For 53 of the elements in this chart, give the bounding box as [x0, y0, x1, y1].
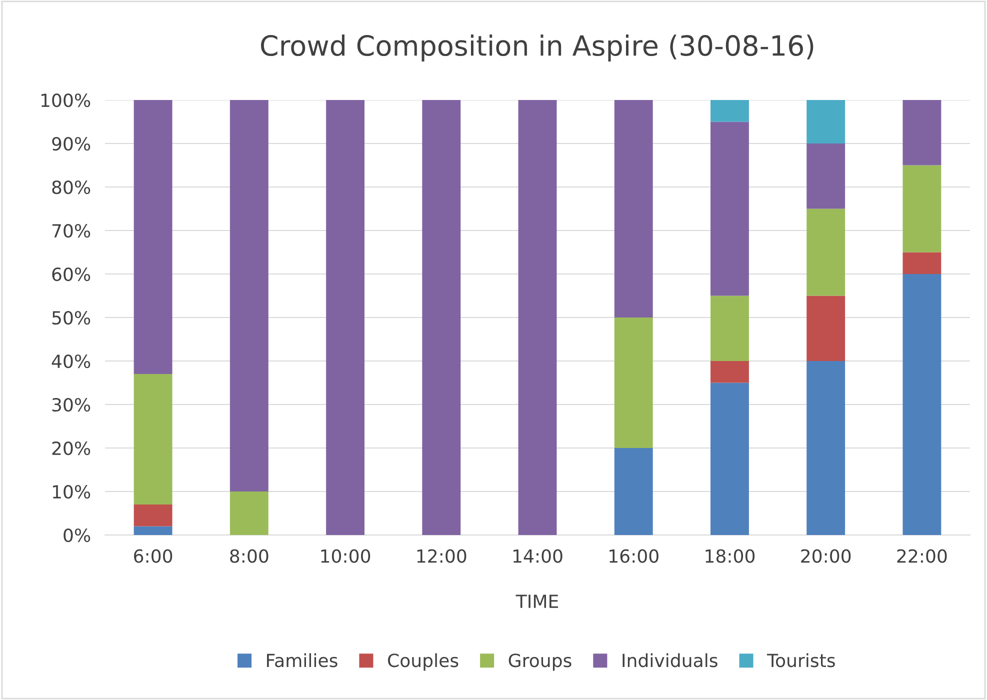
bar	[710, 361, 749, 383]
x-tick-label: 16:00	[610, 549, 658, 563]
bar	[614, 448, 653, 535]
bar	[806, 296, 846, 361]
bar	[902, 100, 942, 166]
bar	[902, 165, 942, 252]
x-axis-title: TIME	[516, 594, 558, 608]
x-tick-label: 10:00	[321, 549, 370, 563]
y-tick-label: 60%	[52, 267, 90, 282]
x-tick-label: 8:00	[230, 549, 268, 563]
bar	[806, 144, 846, 209]
x-tick-label: 22:00	[897, 549, 947, 563]
bar	[806, 100, 846, 144]
bar	[134, 526, 172, 535]
bar	[230, 100, 268, 492]
bar	[710, 382, 749, 535]
y-tick-label: 80%	[52, 180, 90, 194]
bar	[422, 100, 461, 535]
bar	[614, 318, 653, 448]
y-tick-label: 0%	[64, 528, 90, 542]
bar	[134, 504, 172, 526]
y-tick-label: 20%	[52, 441, 90, 456]
y-tick-label: 50%	[52, 310, 90, 325]
x-tick-label: 12:00	[417, 549, 466, 563]
bar	[326, 100, 364, 535]
x-tick-label: 14:00	[513, 549, 562, 563]
legend-label: Individuals	[622, 653, 718, 668]
bar	[710, 100, 749, 122]
y-tick-label: 30%	[52, 398, 90, 412]
y-tick-label: 70%	[52, 224, 90, 238]
legend-label: Tourists	[766, 653, 835, 668]
bar	[806, 361, 846, 535]
legend-label: Groups	[508, 654, 572, 671]
y-tick-label: 90%	[52, 136, 90, 151]
bar	[710, 296, 749, 361]
legend-label: Families	[267, 653, 338, 668]
bar	[134, 374, 172, 505]
x-tick-label: 20:00	[801, 549, 851, 563]
bar	[614, 100, 653, 318]
bar	[710, 122, 749, 296]
bar	[902, 252, 942, 274]
x-tick-label: 18:00	[706, 549, 755, 563]
bar	[134, 100, 172, 374]
bar	[902, 274, 942, 535]
y-tick-label: 40%	[52, 354, 90, 368]
bar	[518, 100, 557, 535]
bar	[806, 208, 846, 296]
y-tick-label: 10%	[52, 484, 90, 499]
x-tick-label: 6:00	[134, 549, 172, 563]
legend-label: Couples	[388, 653, 458, 671]
bar	[230, 492, 268, 535]
y-tick-label: 100%	[41, 93, 90, 108]
chart-title: Crowd Composition in Aspire (30-08-16)	[261, 34, 814, 62]
